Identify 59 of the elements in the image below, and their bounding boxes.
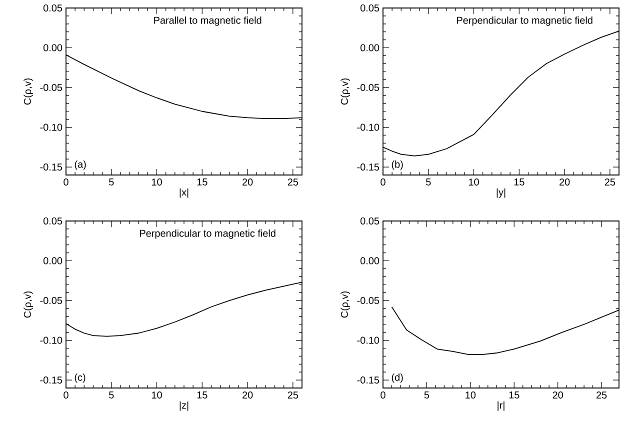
y-axis-title: C(ρ,v) [340,291,350,318]
x-tick-label: 0 [380,178,386,186]
x-tick-label: 20 [560,178,570,186]
y-tick-label: 0.00 [43,44,62,52]
y-tick-label: -0.10 [40,336,62,344]
text: Parallel to magnetic field [154,16,262,26]
y-tick-label: -0.10 [357,336,380,344]
y-tick-label: 0.00 [360,44,380,52]
x-tick-label: 5 [109,392,114,398]
x-tick-label: 25 [596,392,607,399]
x-tick-label: 10 [152,392,162,399]
annotation: (c) [74,374,86,383]
y-tick-label: -0.05 [357,297,380,304]
x-tick-label: 10 [152,178,162,186]
x-tick-label: 10 [469,178,479,186]
annotation: (d) [392,374,403,383]
x-tick-label: 15 [509,392,520,398]
x-tick-label: 5 [109,178,114,186]
y-tick-label: 0.00 [43,257,62,264]
text: Perpendicular to magnetic field [140,230,276,239]
x-tick-label: 15 [197,392,208,398]
x-tick-label: 15 [514,178,524,186]
text: Perpendicular to magnetic field [457,16,592,26]
y-axis-title: C(ρ,v) [24,78,33,105]
y-tick-label: 0.05 [43,4,62,12]
y-tick-label: -0.15 [357,164,380,171]
y-tick-label: -0.05 [357,84,380,92]
x-tick-label: 20 [552,392,563,399]
x-tick-label: 25 [604,178,616,186]
y-axis-title: C(ρ,v) [24,291,33,318]
x-tick-label: 20 [242,392,253,399]
y-tick-label: -0.05 [40,84,62,92]
y-tick-label: -0.15 [357,376,380,384]
x-tick-label: 25 [288,178,298,186]
y-tick-label: 0.05 [43,217,62,225]
y-tick-label: -0.10 [357,124,380,131]
y-axis-title: C(ρ,v) [340,78,350,105]
x-tick-label: 10 [466,392,476,399]
x-tick-label: 0 [64,178,68,186]
y-tick-label: -0.15 [40,376,62,384]
y-tick-label: 0.05 [360,4,380,12]
x-tick-label: 5 [426,178,431,186]
y-tick-label: 0.00 [360,257,380,264]
x-tick-label: 0 [380,392,386,399]
annotation: (a) [74,160,86,170]
x-axis-title: |z| [180,401,188,411]
x-tick-label: 25 [288,392,298,399]
x-axis-title: |y| [496,188,506,198]
x-axis-title: |r| [498,401,504,411]
annotation: (b) [392,160,403,170]
y-tick-label: -0.15 [40,164,62,171]
x-tick-label: 15 [197,178,208,186]
y-tick-label: -0.10 [40,124,62,131]
x-tick-label: 5 [424,392,430,398]
y-tick-label: 0.05 [360,217,380,225]
x-axis-title: |x| [180,188,188,198]
y-tick-label: -0.05 [40,297,62,304]
x-tick-label: 0 [64,392,68,399]
x-tick-label: 20 [242,178,253,186]
